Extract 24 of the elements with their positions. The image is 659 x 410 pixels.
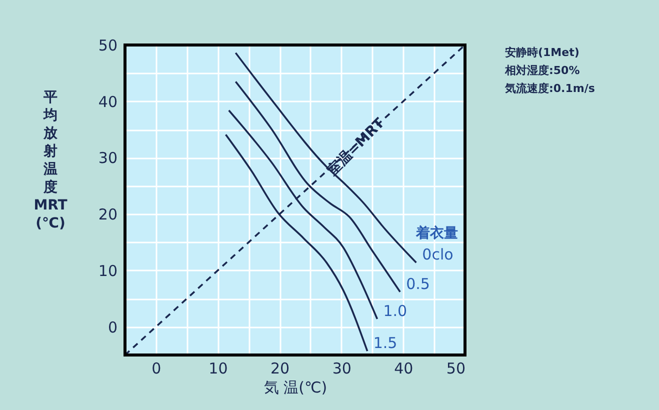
series-label: 0clo <box>422 246 454 264</box>
y-tick-label: 0 <box>108 318 118 336</box>
y-axis-title: 平均放射温度 MRT (℃) <box>34 90 68 232</box>
x-tick-label: 0 <box>152 360 162 378</box>
y-tick-label: 10 <box>98 262 118 280</box>
x-tick-label: 50 <box>446 360 466 378</box>
text: 安静時(1Met) <box>505 46 580 59</box>
x-tick-label: 40 <box>394 360 414 378</box>
text: 気流速度:0.1m/s <box>504 82 596 95</box>
x-tick-label: 10 <box>208 360 228 378</box>
y-tick-label: 40 <box>98 92 118 111</box>
text: 相対湿度:50% <box>504 64 580 77</box>
series-label: 1.5 <box>373 334 398 352</box>
y-tick-label: 50 <box>98 36 118 54</box>
line-series <box>234 52 418 264</box>
line-series <box>234 80 401 293</box>
x-axis-title: 気 温(℃) <box>264 378 328 396</box>
series-label: 1.0 <box>383 302 408 320</box>
x-tick-label: 20 <box>270 360 290 378</box>
x-tick-label: 30 <box>332 360 352 378</box>
legend-title: 着衣量 <box>415 224 458 242</box>
y-tick-label: 30 <box>98 149 118 168</box>
y-tick-label: 20 <box>98 206 118 224</box>
series-label: 0.5 <box>406 274 430 293</box>
